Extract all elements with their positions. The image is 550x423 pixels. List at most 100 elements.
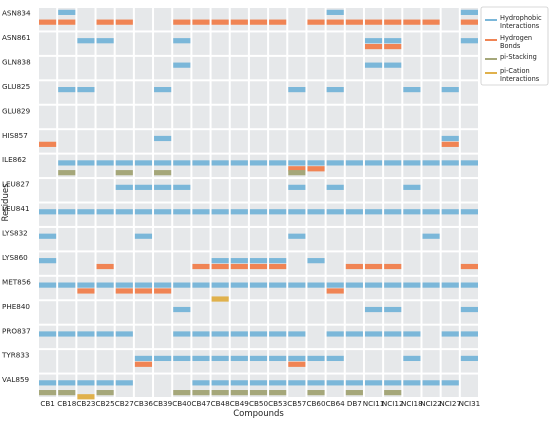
grid-cell [134,32,153,55]
grid-cell [96,154,114,178]
grid-cell [211,325,229,349]
grid-cell [345,301,363,324]
bar-hydrogen-bonds [211,19,229,25]
grid-cell [288,301,306,324]
grid-cell [115,179,133,202]
grid-cell [154,8,172,31]
grid-cell [460,301,478,324]
bar-hydrophobic [326,86,344,93]
grid-cell [422,179,440,202]
bar-hydrogen-bonds [96,19,114,25]
grid-cell [96,325,114,349]
grid-cell [288,203,306,226]
bar-hydrogen-bonds [134,288,153,294]
bar-hydrophobic [441,282,459,288]
bar-hydrophobic [134,184,153,190]
grid-cell [460,374,478,397]
grid-cell [154,203,172,226]
grid-cell [192,179,210,202]
grid-cell [77,81,95,104]
grid-cell [288,130,306,153]
grid-cell [403,325,421,349]
grid-cell [249,130,268,153]
bar-hydrophobic [173,184,191,190]
grid-cell [384,105,402,129]
grid-cell [211,227,229,251]
grid-cell [192,276,210,300]
grid-cell [77,276,95,300]
bar-hydrophobic [326,160,344,166]
grid-cell [115,301,133,324]
bar-hydrophobic [288,331,306,337]
bar-hydrogen-bonds [249,19,268,25]
legend-label: Hydrophobic [500,14,542,22]
grid-cell [307,105,325,129]
bar-hydrophobic [326,9,344,15]
grid-cell [326,350,344,373]
bar-hydrogen-bonds [307,19,325,25]
grid-cell [173,8,191,31]
bar-hydrogen-bonds [96,263,114,270]
bar-pi-stacking [154,170,172,176]
bar-hydrophobic [154,160,172,166]
bar-hydrophobic [288,233,306,239]
bar-hydrophobic [39,380,57,386]
bar-hydrophobic [441,209,459,215]
grid-cell [441,252,459,275]
grid-cell [403,130,421,153]
bar-hydrophobic [96,38,114,44]
grid-cell [211,276,229,300]
x-tick-label: CB53 [268,399,287,408]
bar-hydrophobic [288,355,306,362]
bar-hydrophobic [384,209,402,215]
grid-cell [441,130,459,153]
bar-hydrophobic [288,282,306,288]
bar-hydrophobic [192,282,210,288]
grid-cell [422,203,440,226]
grid-cell [441,325,459,349]
bar-hydrophobic [403,184,421,190]
bar-hydrogen-bonds [460,263,478,270]
grid-cell [422,374,440,397]
grid-cell [39,81,57,104]
grid-cell [115,227,133,251]
grid-cell [249,32,268,55]
grid-cell [288,227,306,251]
grid-cell [39,179,57,202]
bar-hydrophobic [326,355,344,362]
grid-cell [230,276,248,300]
grid-cell [154,276,172,300]
grid-cell [384,179,402,202]
grid-cell [192,301,210,324]
bar-hydrophobic [326,331,344,337]
bar-hydrophobic [326,282,344,288]
grid-cell [269,179,287,202]
bar-pi-stacking [345,390,363,396]
grid-cell [39,32,57,55]
y-tick-label: LEU827 [2,180,30,189]
grid-cell [403,8,421,31]
bar-hydrophobic [326,209,344,215]
grid-cell [230,81,248,104]
grid-cell [96,252,114,275]
y-tick-label: LEU841 [2,204,30,213]
grid-cell [269,130,287,153]
y-tick-label: ASN861 [2,33,31,42]
bar-hydrophobic [249,209,268,215]
grid-cell [307,32,325,55]
grid-cell [460,227,478,251]
grid-cell [384,227,402,251]
bar-pi-stacking [58,170,76,176]
grid-cell [211,252,229,275]
bar-hydrophobic [115,209,133,215]
grid-cell [134,252,153,275]
bar-hydrophobic [154,184,172,190]
bar-hydrophobic [403,86,421,93]
bar-hydrophobic [211,355,229,362]
grid-cell [134,154,153,178]
grid-cell [460,130,478,153]
grid-cell [364,130,383,153]
grid-cell [441,276,459,300]
legend-label: pi-Stacking [500,53,537,61]
